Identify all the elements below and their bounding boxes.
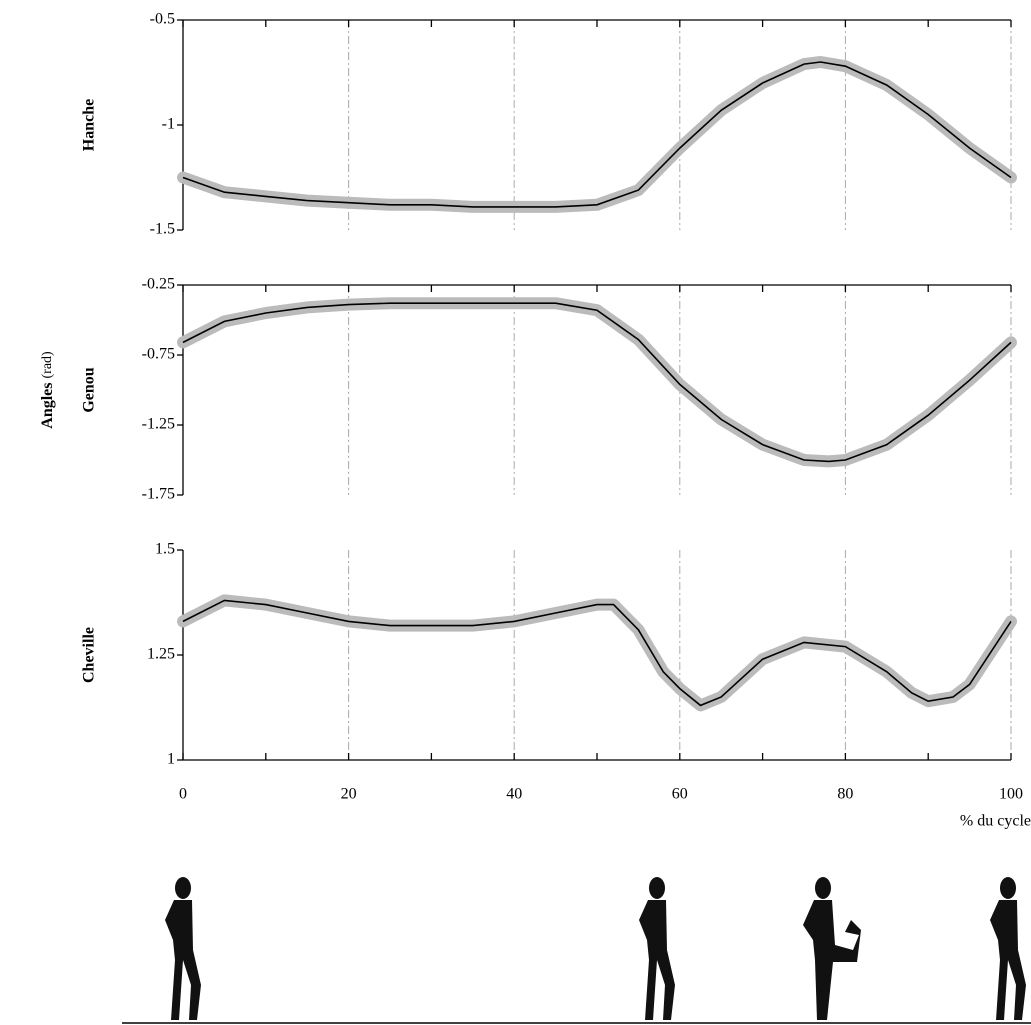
walker [990,877,1026,1020]
y-title: Angles (rad) [39,351,56,429]
y-tick-label: -0.5 [150,11,175,28]
y-title-name: Angles [39,382,56,428]
y-label: Hanche [81,99,98,151]
walker [165,877,201,1020]
panel: 0 20 40 60 80 100 1.5 1.25 1 Cheville % du cycle [81,541,1031,830]
band [177,594,1017,712]
panel: -0.5 -1 -1.5 Hanche [81,11,1017,238]
y-tick-label: -0.25 [142,276,175,293]
x-tick-label: 20 [341,786,357,803]
x-tick-label: 80 [837,786,853,803]
mean-line [182,302,1012,463]
walkers [122,877,1031,1024]
x-tick-label: 0 [179,786,187,803]
band [177,297,1017,468]
band [177,56,1017,213]
y-tick-label: -1 [162,116,175,133]
y-label: Genou [81,367,98,412]
y-label: Cheville [81,627,98,683]
y-tick-label: 1.25 [147,646,175,663]
walker [803,877,861,1020]
y-title-unit: (rad) [40,351,55,379]
mean-line [182,599,1012,707]
y-tick-label: 1.5 [155,541,175,558]
y-tick-label: -1.5 [150,221,175,238]
x-label: % du cycle [960,813,1031,830]
y-tick-label: -1.75 [142,486,175,503]
x-tick-label: 60 [672,786,688,803]
x-tick-label: 100 [999,786,1023,803]
panel: -0.25 -0.75 -1.25 -1.75 Genou [81,276,1017,503]
y-tick-label: 1 [167,751,175,768]
y-tick-label: -1.25 [142,416,175,433]
x-tick-label: 40 [506,786,522,803]
walker [639,877,675,1020]
mean-line [182,61,1012,208]
y-tick-label: -0.75 [142,346,175,363]
